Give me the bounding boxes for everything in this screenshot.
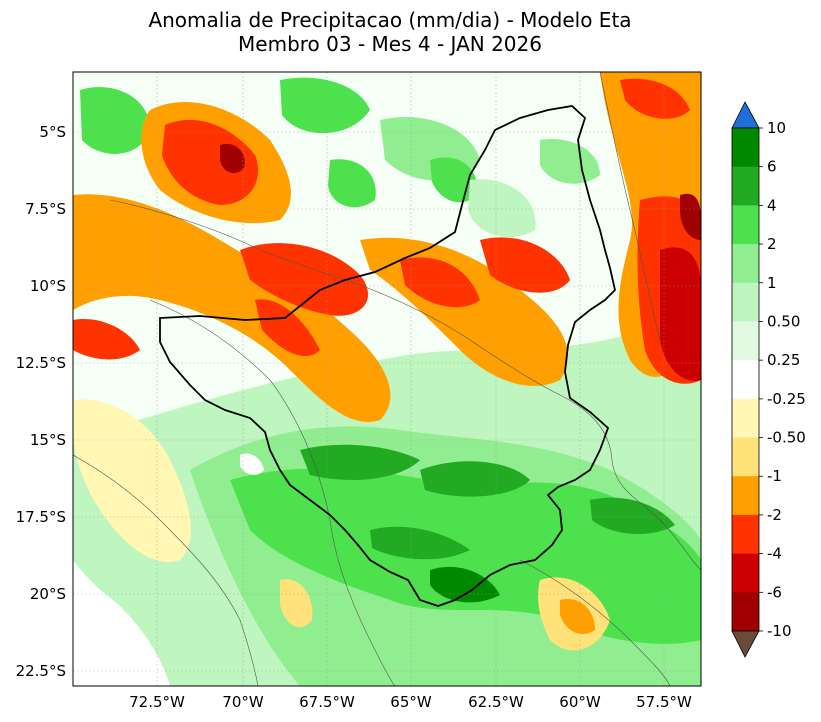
region-darkest-red-east (680, 193, 701, 240)
colorbar-extend-min (731, 630, 760, 658)
lat-label: 17.5°S (16, 508, 66, 526)
region-strong-green-2 (420, 461, 530, 497)
lon-label: 60°W (559, 693, 601, 711)
colorbar-swatch (732, 476, 759, 516)
colorbar-label: -1 (767, 467, 782, 485)
country-borders (73, 72, 701, 686)
region-green-north-1 (280, 77, 370, 134)
colorbar-label: 4 (767, 196, 777, 214)
lon-label: 57.5°W (636, 693, 692, 711)
colorbar-swatch (732, 166, 759, 206)
latitude-labels: 5°S 7.5°S 10°S 12.5°S 15°S 17.5°S 20°S 2… (16, 123, 66, 680)
colorbar-label: -0.25 (767, 390, 806, 408)
region-dark-red-east (660, 247, 701, 381)
lat-label: 15°S (30, 431, 66, 449)
lat-label: 20°S (30, 585, 66, 603)
anomaly-field (73, 72, 701, 686)
region-darkest-green (430, 566, 500, 603)
colorbar-swatch (732, 205, 759, 245)
region-green-north-4 (328, 159, 376, 208)
longitude-labels: 72.5°W 70°W 67.5°W 65°W 62.5°W 60°W 57.5… (129, 693, 692, 711)
colorbar-swatch (732, 398, 759, 439)
region-red-far-west (73, 319, 140, 360)
lon-label: 72.5°W (129, 693, 185, 711)
region-strong-green-3 (370, 526, 470, 560)
lat-label: 10°S (30, 277, 66, 295)
region-orange-band-west (73, 194, 391, 422)
region-green-northwest (80, 86, 150, 154)
lat-label: 5°S (39, 123, 66, 141)
colorbar-label: -10 (767, 622, 792, 640)
region-red-northwest (162, 119, 259, 205)
map-title-line-1: Anomalia de Precipitacao (mm/dia) - Mode… (148, 8, 632, 32)
region-yellow-south-2 (280, 579, 313, 628)
region-red-northeast (620, 78, 690, 119)
map-frame (72, 71, 702, 687)
lat-label: 22.5°S (16, 662, 66, 680)
region-green-northeast (540, 139, 600, 184)
region-red-band-center (400, 257, 480, 308)
lon-label: 65°W (390, 693, 432, 711)
region-red-band-1 (240, 243, 369, 316)
lon-label: 62.5°W (468, 693, 524, 711)
region-dark-red-northwest (220, 143, 245, 174)
lon-label: 67.5°W (299, 693, 355, 711)
basin-outline (159, 105, 616, 607)
colorbar-label: -6 (767, 583, 782, 601)
colorbar-swatch (732, 592, 759, 632)
region-orange-south (560, 599, 595, 635)
colorbar: 10 6 4 2 1 0.50 0.25 -0.25 -0.50 -1 -2 -4 -6 -10 (731, 101, 806, 658)
lake-titicaca (240, 453, 264, 475)
region-strong-green-east (590, 497, 675, 535)
lon-label: 70°W (222, 693, 264, 711)
region-neutral-southwest (73, 560, 170, 686)
colorbar-swatch (732, 360, 759, 400)
region-red-band-2 (255, 299, 320, 357)
map-title-line-2: Membro 03 - Mes 4 - JAN 2026 (238, 32, 542, 56)
gridlines (73, 72, 701, 686)
colorbar-swatch (732, 244, 759, 284)
colorbar-label: 6 (767, 158, 777, 176)
colorbar-extend-max (731, 101, 760, 129)
colorbar-label: 2 (767, 235, 777, 253)
colorbar-label: 10 (767, 119, 786, 137)
region-strong-green-1 (300, 444, 420, 480)
colorbar-label: -0.50 (767, 429, 806, 447)
colorbar-swatch (732, 321, 759, 361)
lat-label: 7.5°S (25, 200, 66, 218)
region-red-band-east (480, 237, 570, 293)
colorbar-label: 1 (767, 274, 777, 292)
colorbar-label: -4 (767, 545, 782, 563)
region-light-green-center (468, 179, 536, 238)
lat-label: 12.5°S (16, 354, 66, 372)
colorbar-swatch (732, 282, 759, 322)
colorbar-label: -2 (767, 506, 782, 524)
colorbar-swatch (732, 553, 759, 593)
colorbar-swatch (732, 437, 759, 477)
colorbar-swatch (732, 514, 759, 555)
colorbar-label: 0.50 (767, 312, 800, 330)
colorbar-swatch (732, 128, 759, 168)
colorbar-label: 0.25 (767, 351, 800, 369)
